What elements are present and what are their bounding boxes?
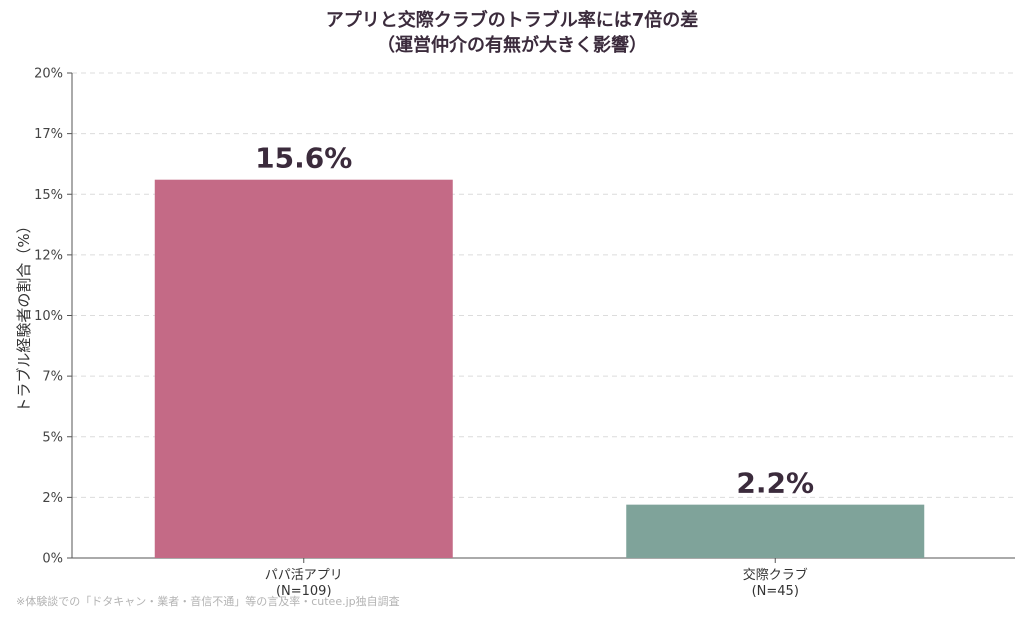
y-tick-label: 2% bbox=[42, 491, 63, 506]
data-label: 15.6% bbox=[255, 142, 352, 175]
y-tick-label: 15% bbox=[34, 188, 63, 203]
x-tick-label: 交際クラブ bbox=[743, 567, 808, 583]
y-tick-label: 12% bbox=[34, 248, 63, 263]
y-tick-label: 10% bbox=[34, 309, 63, 324]
x-tick-label: (N=109) bbox=[276, 584, 332, 599]
y-tick-label: 0% bbox=[42, 552, 63, 567]
y-tick-label: 7% bbox=[42, 370, 63, 385]
bar bbox=[626, 504, 925, 558]
chart-subtitle: （運営仲介の有無が大きく影響） bbox=[377, 34, 647, 56]
data-label: 2.2% bbox=[736, 467, 814, 500]
y-tick-label: 5% bbox=[42, 430, 63, 445]
x-tick-label: (N=45) bbox=[752, 584, 799, 599]
labels: 15.6% パパ活アプリ(N=109) 2.2% 交際クラブ(N=45) bbox=[255, 142, 814, 599]
footnote: ※体験談での「ドタキャン・業者・音信不通」等の言及率・cutee.jp独自調査 bbox=[16, 594, 400, 608]
axes: 0% 2% 5% 7% 10% 12% 15% 17% 20% bbox=[34, 67, 1015, 567]
y-tick-label: 17% bbox=[34, 127, 63, 142]
y-axis-label: トラブル経験者の割合（%） bbox=[15, 218, 33, 412]
bars bbox=[154, 179, 925, 558]
y-tick-label: 20% bbox=[34, 67, 63, 82]
x-tick-label: パパ活アプリ bbox=[265, 568, 343, 583]
chart-title: アプリと交際クラブのトラブル率には7倍の差 bbox=[326, 9, 699, 31]
bar bbox=[154, 179, 453, 558]
